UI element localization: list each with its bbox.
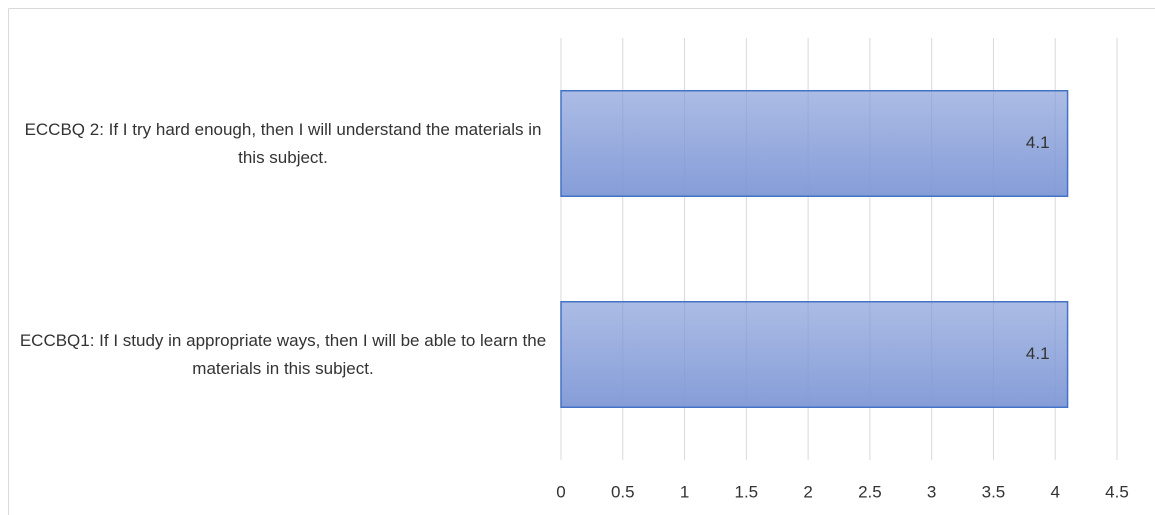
x-tick-label: 4 [1050,482,1059,501]
bar [560,301,1069,408]
y-tick-label: ECCBQ1: If I study in appropriate ways, … [19,330,547,378]
x-tick-label: 3 [927,482,936,501]
x-tick-label: 2 [803,482,812,501]
x-tick-label: 3.5 [982,482,1006,501]
data-label: 4.1 [1026,344,1050,363]
bar [560,90,1069,197]
y-tick-label: ECCBQ 2: If I try hard enough, then I wi… [24,119,542,167]
x-tick-label: 1 [680,482,689,501]
x-tick-label: 0 [556,482,565,501]
x-tick-label: 1.5 [735,482,759,501]
x-tick-label: 4.5 [1105,482,1129,501]
x-tick-label: 2.5 [858,482,882,501]
data-label: 4.1 [1026,133,1050,152]
x-tick-label: 0.5 [611,482,635,501]
